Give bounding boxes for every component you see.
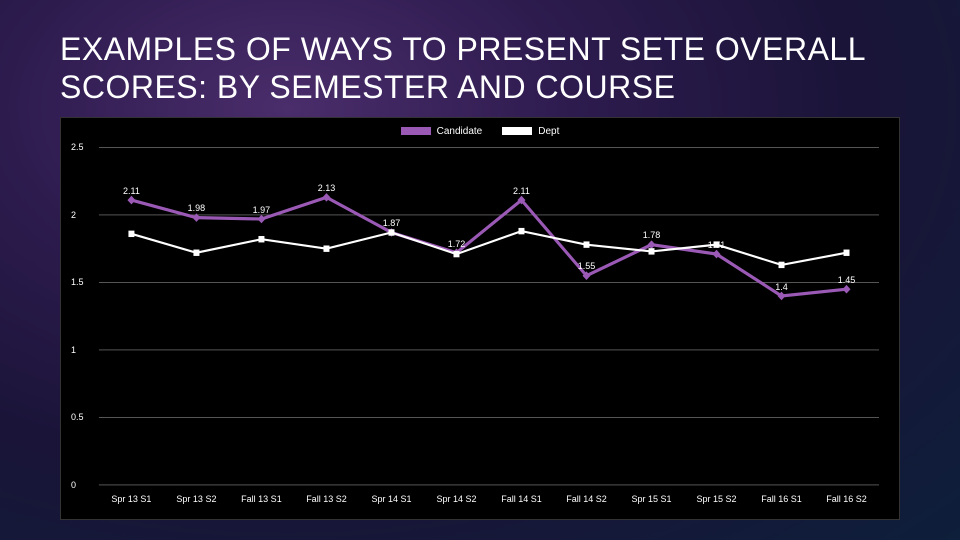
page-title: EXAMPLES OF WAYS TO PRESENT SETE OVERALL… — [60, 30, 900, 107]
data-point-label: 1.55 — [578, 261, 596, 271]
data-point-label: 2.11 — [123, 186, 140, 196]
legend-swatch-candidate — [401, 127, 431, 135]
y-axis-label: 1 — [71, 345, 76, 355]
data-point-label: 1.4 — [775, 282, 788, 292]
data-point-label: 1.98 — [188, 203, 206, 213]
y-axis-label: 0.5 — [71, 412, 84, 422]
chart-svg — [71, 141, 889, 504]
y-axis-label: 2 — [71, 210, 76, 220]
x-axis-label: Fall 16 S1 — [761, 494, 802, 504]
x-axis-label: Fall 16 S2 — [826, 494, 867, 504]
chart-plot-area: 0 0.5 1 1.5 2 2.5 Spr 13 S1 Spr 13 S2 Fall 13 S1… — [71, 141, 889, 504]
slide: EXAMPLES OF WAYS TO PRESENT SETE OVERALL… — [0, 0, 960, 540]
data-point-label: 2.11 — [513, 186, 530, 196]
chart-container: Candidate Dept 0 0.5 1 1.5 2 2.5 Spr 13 S1 Spr … — [60, 117, 900, 520]
y-axis-label: 0 — [71, 480, 76, 490]
x-axis-label: Spr 15 S1 — [631, 494, 671, 504]
data-point-label: 1.45 — [838, 275, 856, 285]
y-axis-label: 1.5 — [71, 277, 84, 287]
data-point-label: 1.87 — [383, 218, 401, 228]
x-axis-label: Spr 13 S1 — [111, 494, 151, 504]
x-axis-label: Spr 14 S1 — [371, 494, 411, 504]
y-axis-label: 2.5 — [71, 142, 84, 152]
data-point-label: 1.97 — [253, 205, 271, 215]
x-axis-label: Spr 14 S2 — [436, 494, 476, 504]
chart-legend: Candidate Dept — [71, 126, 889, 137]
x-axis-label: Fall 13 S2 — [306, 494, 347, 504]
data-point-label: 1.78 — [643, 230, 661, 240]
data-point-label: 1.72 — [448, 239, 466, 249]
legend-swatch-dept — [502, 127, 532, 135]
legend-label-dept: Dept — [538, 126, 559, 137]
x-axis-label: Fall 14 S2 — [566, 494, 607, 504]
legend-item-dept: Dept — [502, 126, 559, 137]
x-axis-label: Fall 13 S1 — [241, 494, 282, 504]
legend-label-candidate: Candidate — [437, 126, 483, 137]
x-axis-label: Spr 15 S2 — [696, 494, 736, 504]
data-point-label: 1.71 — [708, 240, 726, 250]
legend-item-candidate: Candidate — [401, 126, 483, 137]
x-axis-label: Spr 13 S2 — [176, 494, 216, 504]
data-point-label: 2.13 — [318, 183, 336, 193]
x-axis-label: Fall 14 S1 — [501, 494, 542, 504]
